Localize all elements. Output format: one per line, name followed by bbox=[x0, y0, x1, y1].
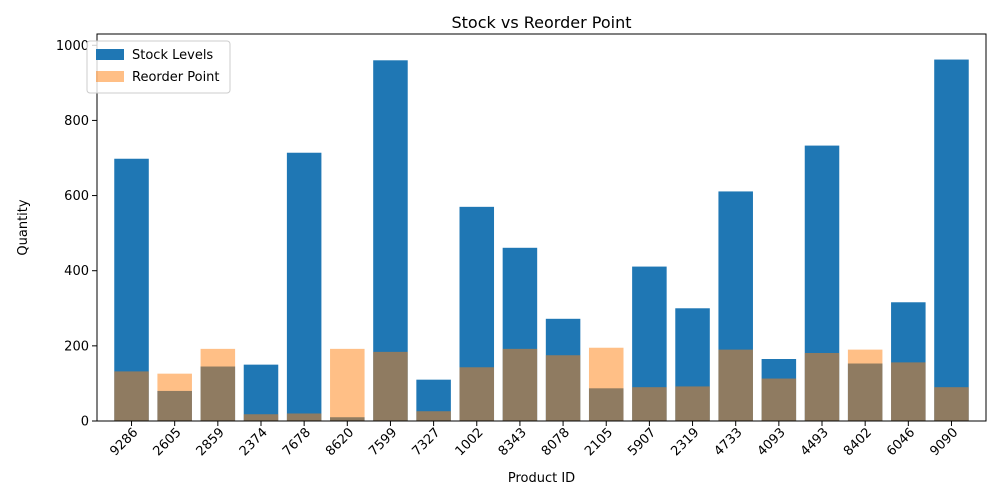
chart-title: Stock vs Reorder Point bbox=[452, 13, 632, 32]
legend-label: Reorder Point bbox=[132, 70, 220, 85]
y-axis-title: Quantity bbox=[16, 199, 31, 255]
reorder-bar-4093 bbox=[761, 378, 797, 421]
y-tick-label: 200 bbox=[64, 339, 89, 354]
reorder-bar-2105 bbox=[588, 347, 624, 421]
y-tick-label: 1000 bbox=[56, 39, 89, 54]
y-tick-label: 0 bbox=[81, 415, 89, 430]
y-tick-label: 800 bbox=[64, 114, 89, 129]
reorder-bar-9286 bbox=[114, 371, 149, 421]
reorder-bar-4493 bbox=[804, 352, 840, 421]
reorder-bar-8402 bbox=[847, 349, 883, 421]
y-axis: 0 200 400 600 800 1000 bbox=[56, 39, 97, 430]
reorder-bar-7599 bbox=[373, 351, 408, 421]
stock-bar-9090 bbox=[934, 59, 969, 422]
legend-swatch bbox=[96, 71, 124, 82]
legend: Stock Levels Reorder Point bbox=[86, 40, 231, 94]
reorder-bar-7678 bbox=[286, 413, 322, 421]
reorder-bar-4733 bbox=[718, 349, 753, 421]
reorder-bar-8343 bbox=[502, 348, 538, 421]
reorder-bar-5907 bbox=[632, 387, 667, 421]
stock-bar-2374 bbox=[243, 364, 279, 421]
stock-bar-7678 bbox=[286, 152, 322, 421]
x-axis-title: Product ID bbox=[508, 471, 575, 486]
bars-group bbox=[114, 59, 969, 422]
reorder-bar-8078 bbox=[545, 355, 581, 421]
y-tick-label: 400 bbox=[64, 264, 89, 279]
y-tick-label: 600 bbox=[64, 189, 89, 204]
reorder-bar-2374 bbox=[243, 414, 279, 421]
legend-label: Stock Levels bbox=[132, 48, 213, 63]
reorder-bar-2859 bbox=[200, 348, 236, 421]
reorder-bar-8620 bbox=[330, 348, 365, 421]
reorder-bar-2605 bbox=[157, 373, 192, 421]
legend-swatch bbox=[96, 49, 124, 60]
reorder-bar-6046 bbox=[891, 362, 926, 421]
reorder-bar-2319 bbox=[675, 386, 710, 421]
reorder-bar-9090 bbox=[934, 387, 969, 421]
reorder-bar-7327 bbox=[416, 411, 451, 421]
reorder-bar-1002 bbox=[459, 367, 495, 421]
plot-frame bbox=[96, 33, 987, 422]
